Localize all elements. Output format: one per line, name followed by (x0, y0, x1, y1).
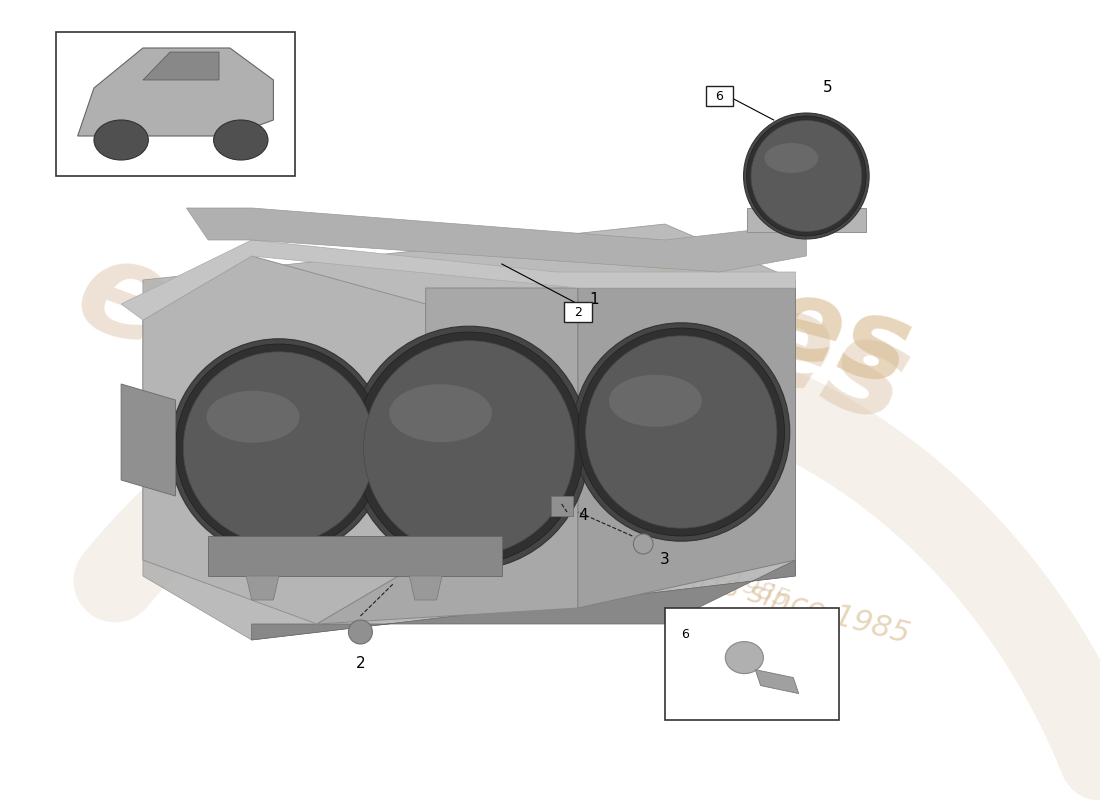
Ellipse shape (355, 332, 583, 564)
Ellipse shape (349, 620, 373, 644)
Ellipse shape (207, 390, 299, 443)
Polygon shape (578, 288, 795, 608)
Ellipse shape (634, 534, 653, 554)
Ellipse shape (751, 121, 861, 231)
Text: 2: 2 (574, 306, 582, 318)
Polygon shape (317, 288, 578, 624)
Ellipse shape (747, 116, 866, 236)
Polygon shape (143, 256, 426, 624)
Ellipse shape (585, 336, 777, 528)
Ellipse shape (578, 328, 784, 536)
Polygon shape (756, 670, 799, 694)
Polygon shape (551, 496, 572, 516)
Text: europ: europ (58, 226, 509, 494)
Polygon shape (186, 208, 806, 272)
Circle shape (94, 120, 148, 160)
Text: a passion for parts since 1985: a passion for parts since 1985 (460, 502, 913, 650)
Ellipse shape (725, 642, 763, 674)
Ellipse shape (573, 322, 790, 541)
Bar (56, 32, 295, 176)
Ellipse shape (176, 344, 382, 552)
Polygon shape (409, 576, 442, 600)
Polygon shape (208, 536, 502, 576)
Circle shape (213, 120, 268, 160)
Polygon shape (78, 48, 274, 136)
Text: europ: europ (231, 338, 620, 542)
Ellipse shape (364, 341, 575, 555)
Text: 3: 3 (660, 553, 669, 567)
Ellipse shape (350, 326, 590, 570)
Ellipse shape (170, 338, 387, 557)
Ellipse shape (609, 374, 702, 427)
Text: a passion for parts since 1985: a passion for parts since 1985 (429, 460, 792, 612)
Polygon shape (252, 560, 795, 640)
Bar (706, 86, 733, 106)
Polygon shape (143, 224, 795, 640)
Polygon shape (121, 384, 176, 496)
Text: 2: 2 (355, 657, 365, 671)
Polygon shape (121, 240, 795, 320)
Ellipse shape (389, 384, 492, 442)
Ellipse shape (744, 113, 869, 239)
Text: ares: ares (625, 230, 922, 410)
Text: 5: 5 (823, 81, 833, 95)
Polygon shape (246, 576, 279, 600)
Ellipse shape (184, 352, 374, 544)
Bar (666, 608, 839, 720)
Bar (564, 302, 592, 322)
Text: ares: ares (579, 222, 925, 450)
Ellipse shape (764, 143, 818, 173)
Polygon shape (143, 52, 219, 80)
Text: 4: 4 (578, 509, 587, 523)
Text: 6: 6 (681, 628, 689, 641)
Polygon shape (747, 208, 866, 232)
Text: 6: 6 (715, 90, 724, 102)
Text: 1: 1 (588, 293, 598, 307)
